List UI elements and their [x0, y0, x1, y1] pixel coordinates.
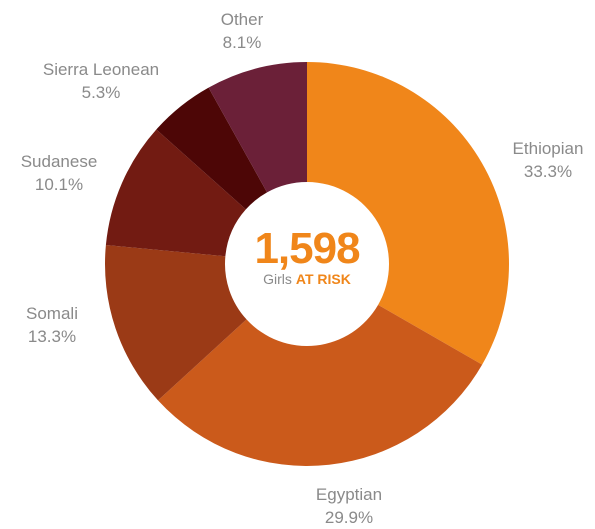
center-caption-prefix: Girls	[263, 271, 292, 287]
slice-sierra-leonean	[156, 87, 268, 210]
slice-egyptian	[158, 304, 483, 466]
donut-center: 1,598 Girls AT RISK	[254, 224, 361, 287]
slice-other	[208, 62, 307, 193]
slice-label-value: 10.1%	[35, 175, 83, 194]
slice-label-value: 13.3%	[28, 327, 76, 346]
slice-label-value: 5.3%	[82, 83, 121, 102]
slice-label-name: Somali	[26, 304, 78, 323]
slice-label-name: Sierra Leonean	[43, 60, 159, 79]
center-total-value: 1,598	[254, 224, 360, 273]
slice-somali	[105, 244, 247, 401]
center-caption-emphasis: AT RISK	[296, 271, 351, 287]
slice-labels: Ethiopian 33.3% Egyptian 29.9% Somali 13.3% Su…	[21, 10, 584, 527]
slice-label-name: Ethiopian	[513, 139, 584, 158]
slice-label-value: 8.1%	[223, 33, 262, 52]
slice-ethiopian	[307, 62, 509, 365]
slice-label-value: 29.9%	[325, 508, 373, 527]
slice-label-name: Sudanese	[21, 152, 98, 171]
slice-label-name: Egyptian	[316, 485, 382, 504]
center-caption: Girls AT RISK	[263, 271, 351, 287]
slice-sudanese	[105, 129, 246, 257]
donut-slices	[105, 62, 509, 466]
slice-label-value: 33.3%	[524, 162, 572, 181]
slice-label-name: Other	[221, 10, 264, 29]
